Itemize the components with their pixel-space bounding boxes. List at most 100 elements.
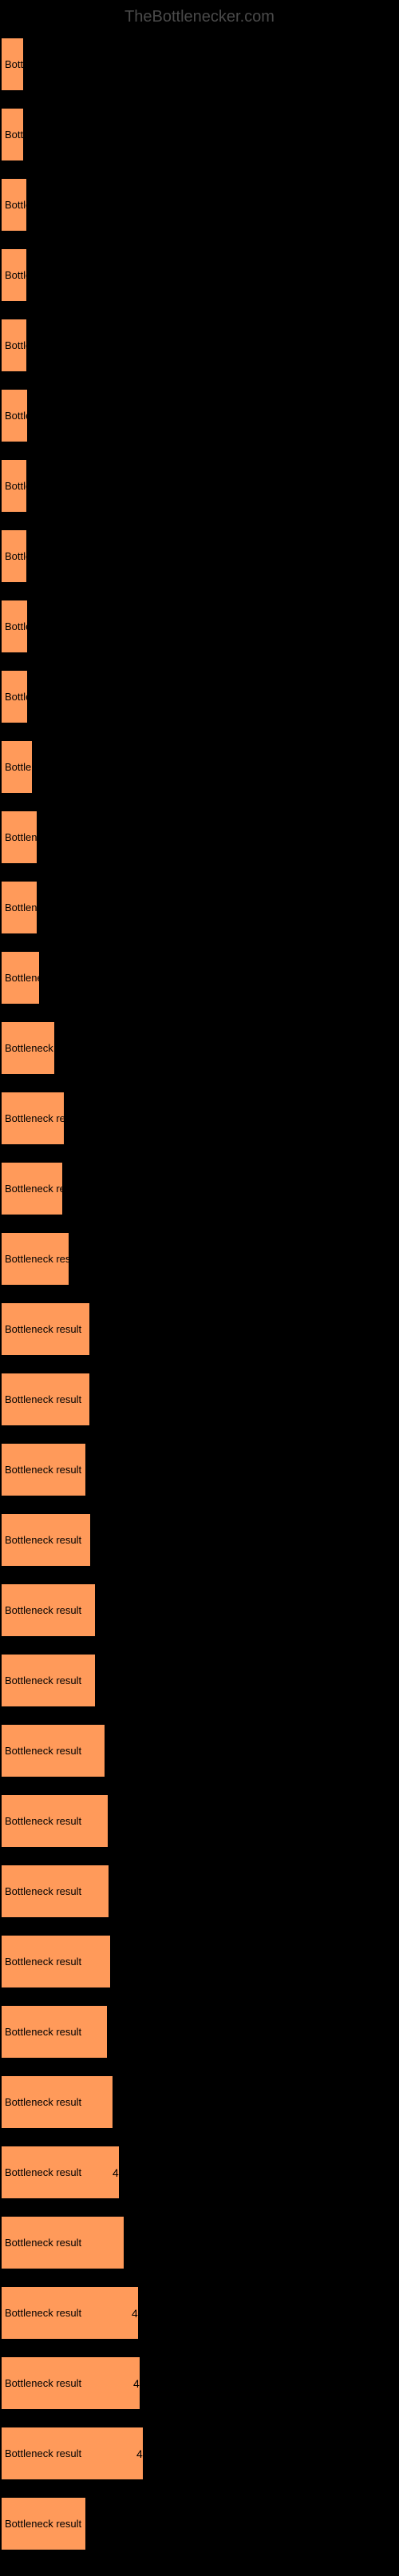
chart-row: Bottleneck result [2,1936,397,1987]
bar-chart: Bott Bott Bottle Bottle Bottle Bottler Bottle B… [0,38,399,2550]
bar-label: Bottlenec [5,972,39,984]
chart-bar: Bottleneck result [2,2217,124,2269]
chart-bar: Bottleneck result [2,1725,105,1777]
chart-bar: Bottle [2,530,26,582]
chart-row: Bottleneck result [2,2217,397,2269]
chart-bar: Bottleneck result [2,1795,108,1847]
bar-label: Bottlened [5,831,37,843]
chart-row: Bottlene [2,882,397,933]
bar-label: Bottleneck result [5,1956,81,1968]
chart-bar: Bottleneck result [2,1584,95,1636]
chart-bar: Bott [2,109,23,161]
chart-row: Bottleneck result [2,1514,397,1566]
bar-label: Bottleneck result [5,2237,81,2249]
chart-bar: Bottleneck result [2,1936,110,1987]
chart-row: Bottleneck result [2,1795,397,1847]
chart-bar: Bottlenec [2,952,39,1004]
chart-row: Bottleneck result [2,1865,397,1917]
bar-label: Bottler [5,691,27,703]
bar-label: Bottleneck result [5,1253,69,1265]
bar-label: Bottleneck result [5,1464,81,1476]
watermark-text: TheBottlenecker.com [0,8,399,26]
bar-label: Bottler [5,620,27,632]
chart-bar: Bottleneck re [2,1022,54,1074]
chart-row: Bottleneck result4 [2,2146,397,2198]
bar-label: Bottleneck result [5,1674,81,1686]
chart-row: Bottlenec [2,952,397,1004]
bar-label: Bottle [5,480,26,492]
bar-label: Bottleneck result [5,2166,81,2178]
chart-bar: Bottleneck result [2,2006,107,2058]
chart-bar: Bottleneck result [2,1303,89,1355]
bar-label: Bottleneck result [5,1745,81,1757]
chart-bar: Bottleneck result [2,2287,138,2339]
chart-row: Bottler [2,671,397,723]
chart-row: Bottleneck result [2,1303,397,1355]
chart-bar: Bottleneck result [2,2146,119,2198]
chart-bar: Bottle [2,179,26,231]
chart-bar: Bottler [2,390,27,442]
chart-bar: Bottleneck result [2,1865,109,1917]
bar-label: Bottlen [5,761,32,773]
bar-label: Bottler [5,410,27,422]
chart-row: Bottleneck result [2,2498,397,2550]
chart-bar: Bottleneck result [2,2357,140,2409]
chart-row: Bottleneck result [2,1584,397,1636]
bar-label: Bottleneck result [5,2096,81,2108]
chart-bar: Bottleneck result [2,1514,90,1566]
chart-row: Bottleneck result [2,1233,397,1285]
chart-row: Bottleneck result [2,2076,397,2128]
bar-label: Bottleneck result [5,1885,81,1897]
chart-bar: Bottlen [2,741,32,793]
chart-row: Bottleneck result [2,1655,397,1706]
chart-bar: Bottleneck res [2,1163,62,1215]
chart-bar: Bottle [2,460,26,512]
bar-label: Bottleneck result [5,1815,81,1827]
chart-row: Bottle [2,460,397,512]
chart-bar: Bottleneck result [2,1655,95,1706]
chart-row: Bott [2,109,397,161]
chart-bar: Bottlene [2,882,37,933]
chart-row: Bottleneck result 4 [2,2427,397,2479]
value-label: 4 [136,2447,143,2460]
bar-label: Bott [5,58,23,70]
chart-row: Bottleneck res [2,1163,397,1215]
chart-bar: Bottleneck result [2,1233,69,1285]
bar-label: Bott [5,129,23,141]
value-label: 4 [133,2377,140,2390]
bar-label: Bottle [5,339,26,351]
bar-label: Bottle [5,550,26,562]
chart-row: Bottle [2,319,397,371]
chart-row: Bottleneck result4 [2,2287,397,2339]
chart-row: Bottler [2,390,397,442]
chart-row: Bottleneck result [2,1373,397,1425]
chart-row: Bottleneck re [2,1022,397,1074]
chart-row: Bottleneck result [2,1092,397,1144]
chart-row: Bottlened [2,811,397,863]
chart-bar: Bott [2,38,23,90]
bar-label: Bottleneck result [5,1323,81,1335]
chart-row: Bottlen [2,741,397,793]
chart-bar: Bottle [2,249,26,301]
chart-bar: Bottler [2,671,27,723]
chart-bar: Bottleneck result [2,2427,143,2479]
chart-row: Bottle [2,179,397,231]
bar-label: Bottleneck result [5,1534,81,1546]
bar-label: Bottleneck result [5,2307,81,2319]
bar-label: Bottleneck result [5,1604,81,1616]
chart-row: Bottleneck result4 [2,2357,397,2409]
bar-label: Bottle [5,269,26,281]
bar-label: Bottleneck result [5,2518,81,2530]
chart-bar: Bottler [2,600,27,652]
chart-bar: Bottleneck result [2,2076,113,2128]
bar-label: Bottleneck result [5,2447,81,2459]
chart-row: Bottleneck result [2,1725,397,1777]
chart-row: Bottler [2,600,397,652]
bar-label: Bottle [5,199,26,211]
chart-bar: Bottleneck result [2,2498,85,2550]
chart-bar: Bottleneck result [2,1092,64,1144]
chart-bar: Bottlened [2,811,37,863]
chart-row: Bottle [2,530,397,582]
bar-label: Bottlene [5,902,37,913]
bar-label: Bottleneck result [5,2026,81,2038]
